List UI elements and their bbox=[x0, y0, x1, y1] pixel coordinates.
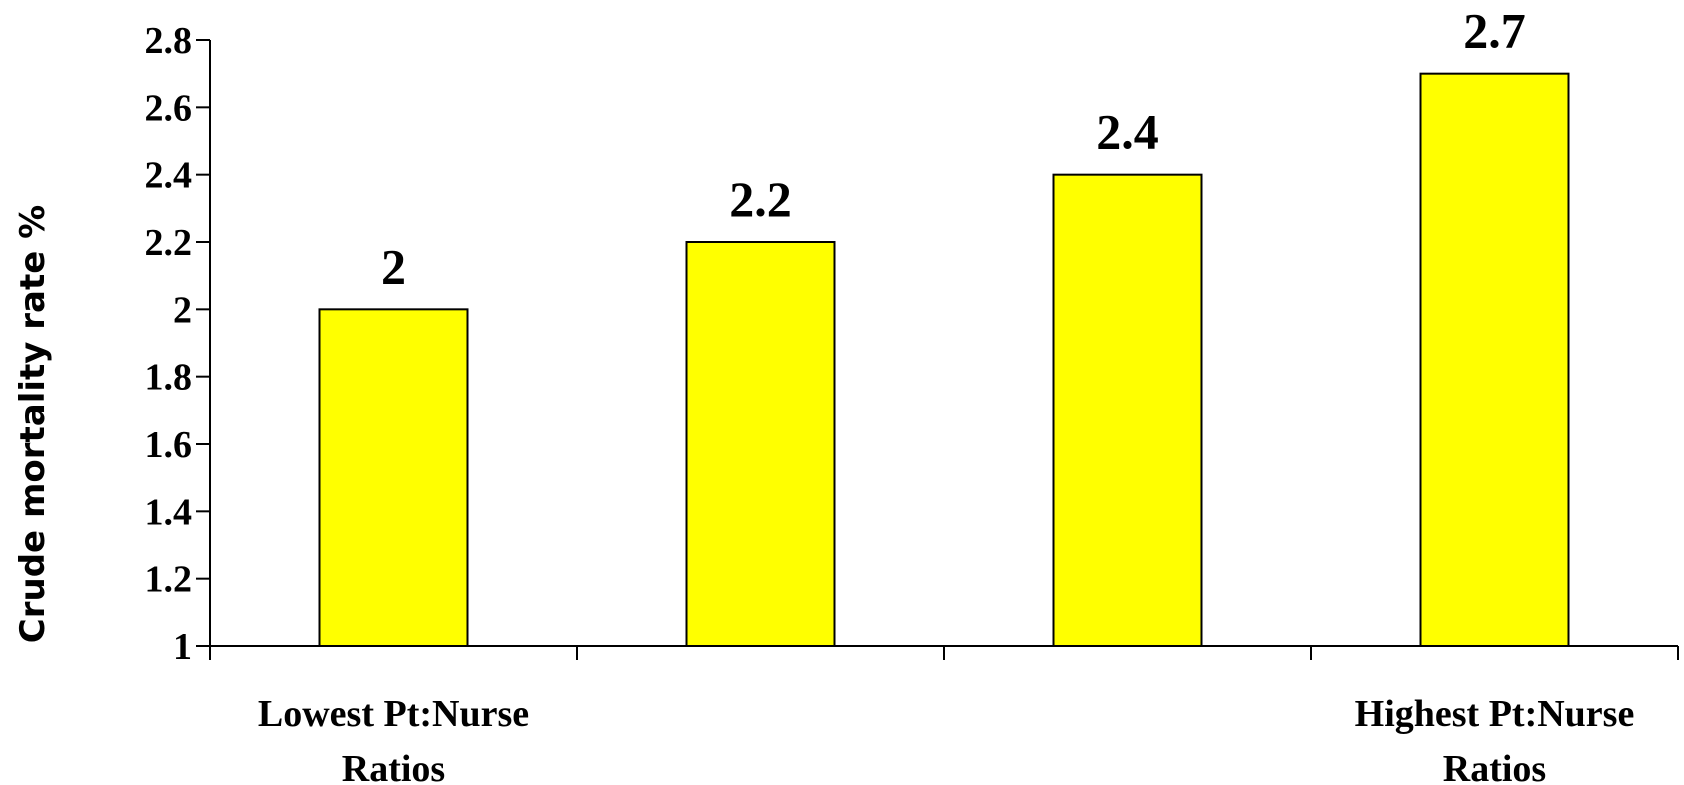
y-tick-label: 1.2 bbox=[145, 559, 193, 601]
y-tick-label: 1.8 bbox=[145, 357, 193, 399]
y-axis: 1 1.2 1.4 1.6 1.8 2 2.2 2.4 2.6 2.8 bbox=[145, 20, 211, 668]
y-tick-label: 2.6 bbox=[145, 87, 193, 129]
y-tick-label: 2.8 bbox=[145, 20, 193, 62]
category-label: Ratios bbox=[342, 748, 445, 785]
y-tick-label: 1.4 bbox=[145, 491, 193, 533]
y-tick-label: 2.4 bbox=[145, 155, 193, 197]
category-label: Highest Pt:Nurse bbox=[1355, 693, 1635, 735]
y-tick-label: 2 bbox=[173, 289, 192, 331]
y-tick-label: 2.2 bbox=[145, 222, 193, 264]
bar bbox=[1052, 173, 1203, 648]
bar-value-label: 2 bbox=[381, 238, 406, 294]
x-axis bbox=[209, 645, 1679, 660]
category-label: Lowest Pt:Nurse bbox=[258, 693, 529, 735]
bar-value-label: 2.2 bbox=[729, 171, 792, 227]
bar-value-label: 2.4 bbox=[1096, 104, 1159, 160]
y-tick-label: 1 bbox=[173, 626, 192, 668]
bar bbox=[685, 241, 836, 647]
y-tick-label: 1.6 bbox=[145, 424, 193, 466]
category-label: Ratios bbox=[1443, 748, 1546, 785]
bar bbox=[1419, 72, 1570, 647]
bars bbox=[318, 72, 1570, 648]
category-labels: Lowest Pt:Nurse Ratios Highest Pt:Nurse Rat… bbox=[258, 693, 1634, 785]
y-axis-title: Crude mortality rate % bbox=[13, 205, 53, 643]
bar-value-label: 2.7 bbox=[1463, 3, 1526, 59]
bar bbox=[318, 308, 469, 647]
data-labels: 2 2.2 2.4 2.7 bbox=[381, 3, 1526, 295]
